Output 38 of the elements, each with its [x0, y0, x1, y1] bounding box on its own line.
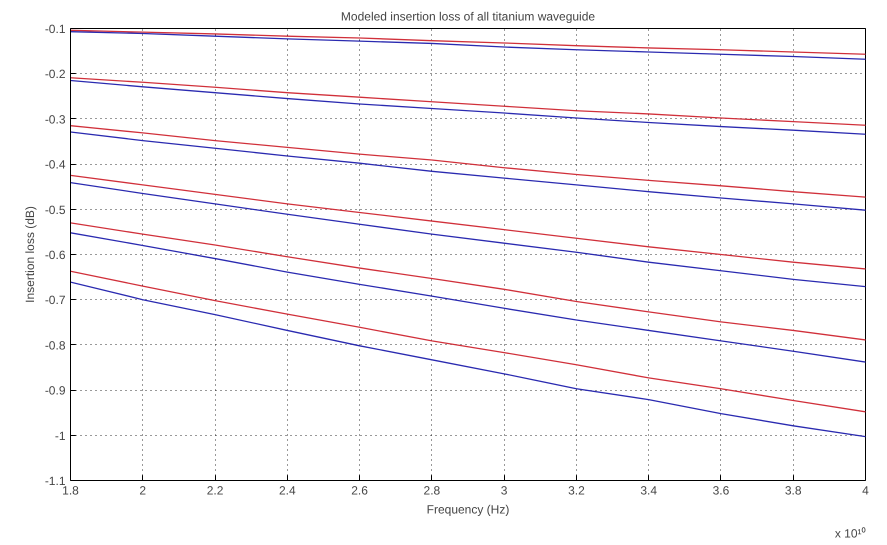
x-tick-label: 3.4 [640, 484, 658, 498]
x-tick-label: 3.2 [568, 484, 586, 498]
x-tick-label: 2 [139, 484, 146, 498]
x-tick-label: 2.2 [206, 484, 224, 498]
x-tick-label: 2.6 [351, 484, 368, 498]
y-tick-label: -1 [54, 428, 66, 443]
x-tick-label: 3 [500, 484, 508, 498]
x-tick-label: 1.8 [62, 484, 80, 498]
y-tick-label: -0.8 [44, 338, 66, 352]
x-tick-label: 3.6 [712, 484, 730, 498]
line-series [70, 125, 866, 198]
line-series [70, 30, 866, 55]
x-tick-label: 4 [862, 484, 870, 498]
x-tick-label: 3.8 [784, 484, 802, 498]
y-tick-label: -0.1 [44, 22, 66, 36]
line-series [70, 182, 866, 288]
line-series [70, 131, 866, 211]
line-series [70, 232, 866, 363]
y-tick-label: -0.5 [44, 202, 66, 217]
line-series [70, 80, 866, 135]
y-tick-label: -0.3 [44, 112, 66, 126]
y-tick-label: -0.9 [44, 384, 66, 398]
chart-title: Modeled insertion loss of all titanium waveguide [340, 10, 596, 24]
x-axis-title: Frequency (Hz) [426, 502, 510, 516]
line-series [70, 270, 866, 412]
x-tick-label: 2.8 [424, 484, 441, 498]
line-series [70, 222, 866, 341]
line-series [70, 281, 866, 438]
line-series [70, 77, 866, 126]
line-series [70, 31, 866, 60]
x-tick-label: 2.4 [278, 484, 296, 498]
y-axis-title: Insertion loss (dB) [22, 206, 37, 303]
y-tick-label: -0.2 [44, 67, 66, 82]
line-series [70, 174, 866, 270]
y-tick-label: -0.4 [44, 158, 66, 172]
y-tick-label: -0.6 [44, 248, 66, 262]
y-tick-label: -0.7 [44, 293, 66, 308]
text: x 10¹⁰ [834, 526, 866, 540]
